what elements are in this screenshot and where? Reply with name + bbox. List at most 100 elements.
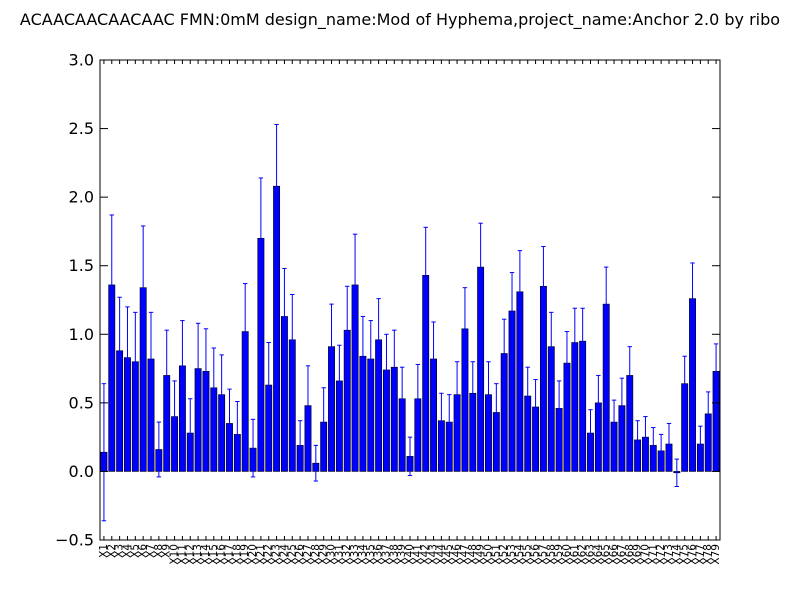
error-bar-X68 (627, 346, 632, 405)
x-tick-label-X71: X71 (647, 544, 659, 565)
x-tick-label-X51: X51 (490, 544, 502, 565)
chart-title: ACAACAACAACAAC FMN:0mM design_name:Mod o… (20, 10, 780, 30)
error-bar-X65 (604, 266, 609, 342)
error-bar-X44 (439, 392, 444, 449)
x-tick-label-X2: X2 (106, 544, 118, 558)
x-tick-label-X14: X14 (200, 544, 212, 565)
x-tick-label-X75: X75 (679, 544, 691, 565)
error-bar-X8 (156, 421, 162, 478)
x-axis: X1X2X3X4X5X6X7X8X9X10X11X12X13X14X15X16X… (98, 60, 722, 565)
error-bar-X71 (651, 427, 656, 464)
error-bar-X28 (313, 444, 319, 482)
error-bar-X78 (706, 391, 711, 437)
x-tick-label-X45: X45 (443, 544, 455, 565)
error-bar-X11 (180, 320, 185, 412)
x-tick-label-X53: X53 (506, 544, 518, 565)
x-tick-label-X77: X77 (694, 544, 706, 565)
x-tick-label-X22: X22 (263, 544, 275, 565)
x-tick-label-X65: X65 (600, 544, 612, 565)
x-tick-label-X36: X36 (373, 544, 385, 565)
x-tick-label-X57: X57 (537, 544, 549, 565)
error-bar-X41 (415, 363, 421, 434)
x-tick-label-X12: X12 (184, 544, 196, 565)
x-tick-label-X70: X70 (639, 544, 651, 565)
y-tick-label: −0.5 (55, 531, 94, 550)
x-tick-label-X47: X47 (459, 544, 471, 565)
y-tick-label: 1.5 (69, 256, 94, 275)
error-bar-X27 (305, 365, 311, 446)
error-bar-X34 (360, 315, 366, 397)
x-tick-label-X25: X25 (286, 544, 298, 565)
error-bar-X49 (478, 222, 483, 312)
error-bar-X1 (101, 383, 107, 522)
error-bar-X58 (549, 311, 554, 382)
error-bar-X45 (447, 394, 452, 450)
x-tick-label-X68: X68 (624, 544, 636, 565)
y-tick-label: 1.0 (69, 325, 94, 344)
x-tick-label-X32: X32 (341, 544, 353, 565)
error-bar-X3 (117, 296, 122, 405)
bars-layer (100, 185, 720, 474)
error-bar-X26 (297, 420, 303, 471)
x-tick-label-X52: X52 (498, 544, 510, 565)
x-tick-label-X50: X50 (482, 544, 494, 565)
error-bar-X38 (392, 329, 397, 405)
x-tick-label-X41: X41 (412, 544, 424, 565)
error-bar-X30 (329, 303, 334, 390)
x-tick-label-X55: X55 (522, 544, 534, 565)
x-tick-label-X39: X39 (396, 544, 408, 565)
error-bar-X4 (125, 306, 130, 409)
error-bar-X12 (188, 398, 193, 468)
x-tick-label-X11: X11 (176, 544, 188, 565)
x-tick-label-X40: X40 (404, 544, 416, 565)
x-tick-label-X17: X17 (223, 544, 235, 565)
x-tick-label-X42: X42 (420, 544, 432, 565)
error-bar-X10 (172, 380, 177, 453)
x-tick-label-X64: X64 (592, 544, 604, 565)
error-bar-X61 (572, 307, 578, 378)
x-tick-label-X3: X3 (114, 544, 126, 558)
x-tick-label-X38: X38 (388, 544, 400, 565)
error-bar-X14 (203, 328, 209, 415)
error-bar-X47 (462, 287, 468, 371)
x-tick-label-X56: X56 (530, 544, 542, 565)
x-tick-label-X16: X16 (216, 544, 228, 565)
x-tick-label-X7: X7 (145, 544, 157, 558)
error-bar-X63 (588, 409, 593, 457)
error-bar-X16 (219, 354, 224, 435)
x-tick-label-X10: X10 (169, 544, 181, 565)
error-bar-X69 (635, 420, 640, 460)
x-tick-label-X74: X74 (671, 544, 683, 565)
error-bar-X66 (611, 399, 617, 445)
x-tick-label-X78: X78 (702, 544, 714, 565)
x-tick-label-X5: X5 (129, 544, 141, 558)
x-tick-label-X59: X59 (553, 544, 565, 565)
x-tick-label-X13: X13 (192, 544, 204, 565)
x-tick-label-X21: X21 (255, 544, 267, 565)
error-bar-X6 (140, 225, 146, 350)
x-tick-label-X46: X46 (451, 544, 463, 565)
error-bar-X77 (698, 425, 703, 463)
x-tick-label-X35: X35 (365, 544, 377, 565)
x-tick-label-X54: X54 (514, 544, 526, 565)
x-tick-label-X73: X73 (663, 544, 675, 565)
error-bar-X67 (619, 377, 625, 434)
error-bar-X64 (596, 374, 601, 431)
error-bar-X13 (195, 322, 201, 415)
error-bar-X29 (321, 387, 326, 457)
x-tick-label-X26: X26 (294, 544, 306, 565)
error-bar-X35 (368, 320, 373, 398)
x-tick-label-X63: X63 (585, 544, 597, 565)
x-tick-label-X58: X58 (545, 544, 557, 565)
x-tick-label-X44: X44 (435, 544, 447, 565)
y-tick-label: 0.0 (69, 462, 94, 481)
error-bar-X70 (643, 416, 648, 459)
error-bar-X54 (517, 250, 523, 334)
error-bar-X73 (666, 422, 672, 466)
x-tick-label-X18: X18 (231, 544, 243, 565)
y-tick-label: 2.5 (69, 119, 94, 138)
x-tick-label-X67: X67 (616, 544, 628, 565)
error-bar-X24 (282, 267, 287, 365)
x-tick-label-X1: X1 (98, 544, 110, 558)
error-bar-X37 (384, 333, 389, 407)
